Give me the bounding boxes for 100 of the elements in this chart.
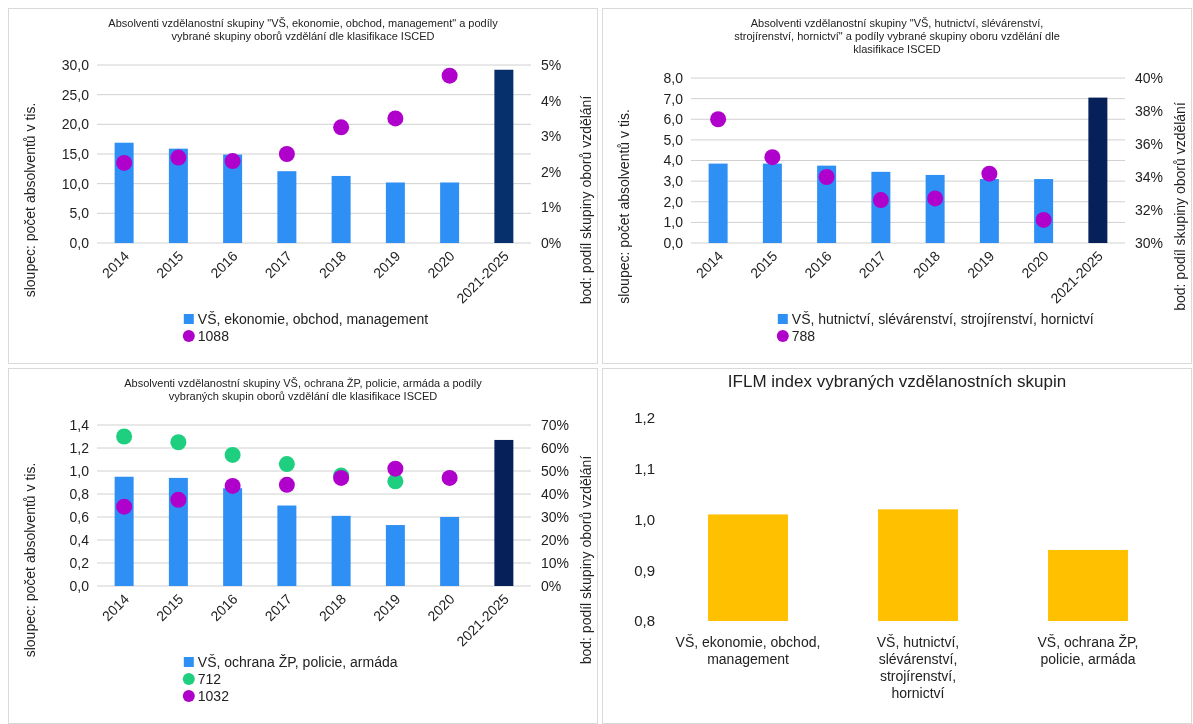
x-tick-label: VŠ, ochrana ŽP, policie, armáda [1037, 634, 1139, 667]
bar [277, 171, 297, 243]
bar [168, 477, 188, 586]
legend-label: VŠ, ekonomie, obchod, management [197, 310, 429, 327]
legend-label: 1032 [197, 687, 230, 704]
y-tick-label: 20,0 [61, 116, 90, 133]
bar [762, 163, 782, 243]
point [278, 476, 295, 493]
y-tick-label: 1,0 [69, 462, 90, 479]
y-tick-label: 1,2 [69, 439, 90, 456]
point [116, 154, 133, 171]
y2-tick-label: 0% [541, 234, 562, 251]
y-tick-label: 5,0 [663, 131, 684, 148]
y-tick-label: 0,9 [634, 561, 655, 579]
y2-tick-label: 38% [1135, 102, 1164, 119]
legend-label: 712 [197, 670, 222, 687]
y-tick-label: 30,0 [61, 56, 90, 73]
point [116, 498, 133, 515]
y-tick-label: 0,0 [663, 234, 684, 251]
chart-title: Absolventi vzdělanostní skupiny "VŠ, ekonomie, obchod, management" a podíly vybrané skupiny oborů vzdělání dle klasifikace ISCED [108, 17, 499, 42]
bar [440, 182, 460, 243]
y-tick-label: 1,0 [634, 510, 655, 528]
point [224, 153, 241, 170]
bar [494, 69, 514, 243]
y-tick-label: 5,0 [69, 205, 90, 222]
x-tick-label: VŠ, hutnictví, slévárenství, strojírenství, hornictví [876, 634, 960, 701]
bar [223, 488, 243, 586]
point [170, 149, 187, 166]
y-axis-title: sloupec: počet absolventů v tis. [616, 109, 632, 304]
y2-tick-label: 40% [541, 485, 570, 502]
y2-tick-label: 36% [1135, 135, 1164, 152]
y2-tick-label: 3% [541, 128, 562, 145]
y-tick-label: 7,0 [663, 90, 684, 107]
point [116, 428, 133, 445]
y2-tick-label: 32% [1135, 201, 1164, 218]
y-tick-label: 0,2 [69, 554, 90, 571]
bar [277, 505, 297, 586]
y-tick-label: 25,0 [61, 86, 90, 103]
y2-tick-label: 10% [541, 554, 570, 571]
bar [114, 476, 134, 586]
point [387, 110, 404, 127]
y2-tick-label: 70% [541, 416, 570, 433]
x-tick-label: VŠ, ekonomie, obchod, management [675, 634, 821, 667]
chart-title: Absolventi vzdělanostní skupiny "VŠ, hutnictví, slévárenství, strojírenství, hornictví" a podíly vybrané skupiny oboru vzdělání dle klasifikace ISCED [734, 17, 1060, 55]
point [764, 149, 781, 166]
y2-axis-title: bod: podíl skupiny oborů vzdělání [1172, 102, 1188, 311]
y-tick-label: 1,0 [663, 214, 684, 231]
legend-label: VŠ, hutnictví, slévárenství, strojírenství, hornictví [791, 310, 1094, 327]
bar [979, 179, 999, 243]
bar [385, 182, 405, 243]
y2-axis-title: bod: podíl skupiny oborů vzdělání [578, 95, 594, 305]
point [278, 146, 295, 162]
point [981, 165, 998, 182]
bar [385, 525, 405, 586]
point [387, 460, 404, 477]
y2-tick-label: 1% [541, 199, 562, 216]
point [278, 456, 295, 473]
y-tick-label: 0,6 [69, 508, 90, 525]
bar [331, 175, 351, 243]
y-tick-label: 0,0 [69, 234, 90, 251]
y-tick-label: 3,0 [663, 173, 684, 190]
y2-tick-label: 4% [541, 92, 562, 109]
bar [440, 517, 460, 586]
y-tick-label: 0,0 [69, 577, 90, 594]
y-axis-title: sloupec: počet absolventů v tis. [22, 462, 38, 658]
y2-tick-label: 2% [541, 163, 562, 180]
y-axis-title: sloupec: počet absolventů v tis. [22, 102, 38, 298]
y2-axis-title: bod: podíl skupiny oborů vzdělání [578, 455, 594, 665]
y-tick-label: 8,0 [663, 69, 684, 86]
y2-tick-label: 30% [541, 508, 570, 525]
point [333, 119, 350, 136]
point [170, 491, 187, 508]
y-tick-label: 1,4 [69, 416, 90, 433]
y-tick-label: 1,1 [634, 460, 655, 477]
point [224, 477, 241, 494]
y2-tick-label: 60% [541, 439, 570, 456]
y-tick-label: 2,0 [663, 193, 684, 210]
point [818, 169, 835, 185]
y2-tick-label: 34% [1135, 168, 1164, 185]
y2-tick-label: 40% [1135, 69, 1164, 86]
y-tick-label: 4,0 [663, 152, 684, 169]
chart-title: Absolventi vzdělanostní skupiny VŠ, ochrana ŽP, policie, armáda a podíly vybraných skupin oborů vzdělání dle klasifikace ISCED [124, 377, 483, 402]
point [441, 469, 458, 486]
point [710, 111, 727, 128]
point [170, 434, 187, 451]
point [224, 446, 241, 463]
y-tick-label: 0,8 [634, 612, 655, 630]
legend-label: 788 [791, 327, 816, 344]
y2-tick-label: 0% [541, 577, 562, 594]
y-tick-label: 1,2 [634, 409, 655, 427]
point [927, 190, 944, 207]
bar [708, 163, 728, 243]
bar [1088, 97, 1108, 243]
point [441, 67, 458, 84]
y-tick-label: 15,0 [61, 145, 90, 162]
bar [494, 439, 514, 586]
y-tick-label: 6,0 [663, 111, 684, 128]
y-tick-label: 0,8 [69, 485, 90, 502]
chart-title: IFLM index vybraných vzdělanostních skupin [727, 372, 1067, 391]
y2-tick-label: 5% [541, 56, 562, 73]
